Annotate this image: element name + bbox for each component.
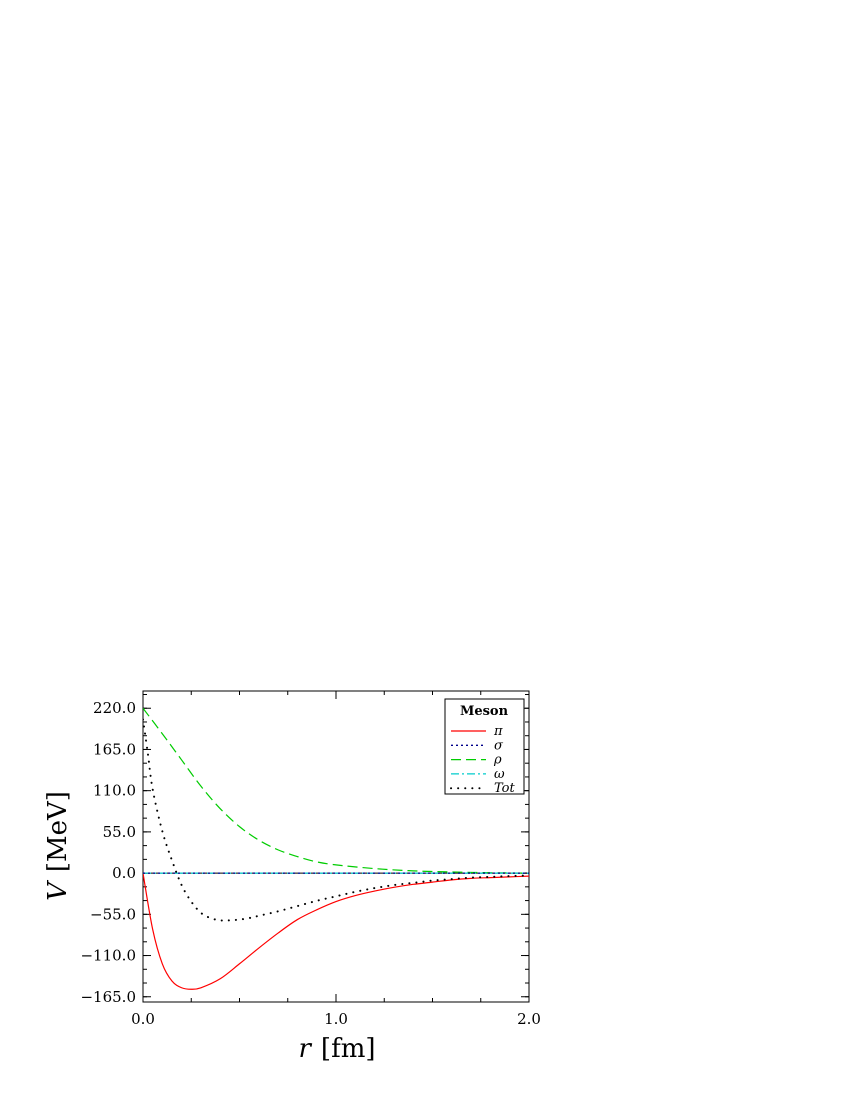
series-layer — [143, 707, 529, 990]
y-tick-label: 220.0 — [93, 699, 136, 717]
series-line-pi — [143, 872, 529, 990]
y-tick-label: 55.0 — [103, 823, 136, 841]
legend-label-rho: ρ — [493, 753, 502, 768]
legend-title: Meson — [460, 704, 509, 719]
tick-labels: 220.0 165.0 110.0 55.0 0.0 −55.0 −110.0 −165.0 0… — [80, 699, 540, 1028]
y-tick-label: −110.0 — [80, 947, 136, 965]
legend-box — [444, 698, 525, 795]
y-tick-label: 110.0 — [93, 782, 136, 800]
legend-label-pi: π — [493, 724, 503, 739]
legend-label-sigma: σ — [494, 738, 504, 753]
series-line-rho — [143, 707, 529, 874]
y-axis-title: V[MeV] — [43, 791, 73, 901]
x-tick-label: 0.0 — [131, 1010, 155, 1028]
y-tick-label: 0.0 — [112, 864, 136, 882]
x-axis-title: r [fm] — [298, 1034, 375, 1064]
legend-label-omega: ω — [494, 767, 505, 782]
x-tick-label: 1.0 — [324, 1010, 348, 1028]
y-tick-label: −55.0 — [90, 905, 136, 923]
legend-label-tot: Tot — [494, 781, 515, 796]
x-tick-label: 2.0 — [517, 1010, 541, 1028]
y-tick-label: −165.0 — [80, 988, 136, 1006]
y-tick-label: 165.0 — [93, 740, 136, 758]
